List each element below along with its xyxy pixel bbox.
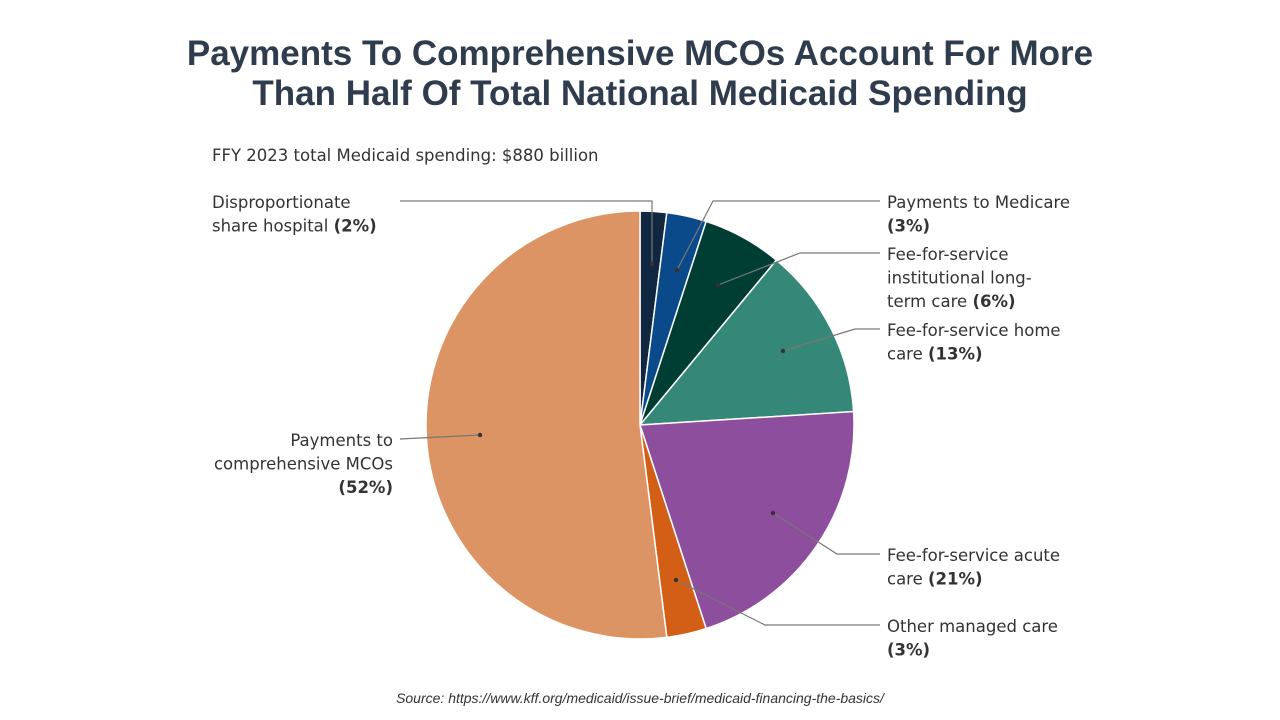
slice-percent: (6%) <box>972 292 1015 311</box>
pie-slice-3 <box>638 259 855 426</box>
slice-percent: (21%) <box>928 570 983 589</box>
leader-line-6 <box>399 434 481 440</box>
slice-label-line: share hospital <box>212 217 334 236</box>
slice-labels: Disproportionate share hospital (2%) Payme… <box>212 193 1070 660</box>
pie-slice-4 <box>638 410 855 630</box>
leader-line-2 <box>717 252 880 286</box>
leader-line-4 <box>772 512 880 555</box>
leader-dot-6 <box>477 432 483 438</box>
chart-subtitle: FFY 2023 total Medicaid spending: $880 b… <box>212 146 599 165</box>
slice-label-line: Fee-for-service home <box>887 321 1061 340</box>
slice-label-line: institutional long- <box>887 269 1032 288</box>
leader-lines <box>399 200 880 626</box>
slice-label-line: Fee-for-service acute <box>887 546 1060 565</box>
slice-label-1: Payments to Medicare (3%) <box>887 193 1070 236</box>
slice-label-line: Fee-for-service <box>887 245 1009 264</box>
leader-line-3 <box>782 328 880 352</box>
pie-slice-6 <box>425 210 668 640</box>
pie-slices <box>425 210 855 640</box>
slice-label-line: comprehensive MCOs <box>214 455 393 474</box>
slice-label-6: Payments to comprehensive MCOs (52%) <box>214 431 393 497</box>
slice-percent: (3%) <box>887 641 930 660</box>
slice-label-line: care <box>887 345 928 364</box>
slice-percent: (52%) <box>338 478 393 497</box>
leader-line-0 <box>400 200 653 264</box>
slice-percent: (2%) <box>334 217 377 236</box>
leader-dot-1 <box>674 267 680 273</box>
slice-label-2: Fee-for-service institutional long-term c… <box>887 245 1032 311</box>
chart-title: Payments To Comprehensive MCOs Account F… <box>0 34 1280 114</box>
slice-label-line: Other managed care <box>887 617 1058 636</box>
slice-label-4: Fee-for-service acute care (21%) <box>887 546 1060 589</box>
chart-title-line-1: Payments To Comprehensive MCOs Account F… <box>186 34 1094 73</box>
leader-dot-5 <box>673 577 679 583</box>
leader-dot-2 <box>715 282 721 288</box>
slice-label-0: Disproportionate share hospital (2%) <box>212 193 377 236</box>
slice-percent: (13%) <box>928 345 983 364</box>
slice-label-line: Payments to Medicare <box>887 193 1070 212</box>
slice-label-3: Fee-for-service home care (13%) <box>887 321 1061 364</box>
leader-dot-0 <box>649 261 655 267</box>
slice-label-line: Disproportionate <box>212 193 351 212</box>
slice-label-5: Other managed care (3%) <box>887 617 1058 660</box>
slice-label-line: care <box>887 570 928 589</box>
slice-label-line: Payments to <box>290 431 393 450</box>
slice-label-line: term care <box>887 292 972 311</box>
leader-line-1 <box>676 200 880 271</box>
leader-line-5 <box>675 579 880 626</box>
leader-dot-3 <box>780 348 786 354</box>
slice-percent: (3%) <box>887 217 930 236</box>
chart-title-line-2: Than Half Of Total National Medicaid Spe… <box>252 74 1028 113</box>
leader-dot-4 <box>770 510 776 516</box>
source-note: Source: https://www.kff.org/medicaid/iss… <box>396 690 884 706</box>
